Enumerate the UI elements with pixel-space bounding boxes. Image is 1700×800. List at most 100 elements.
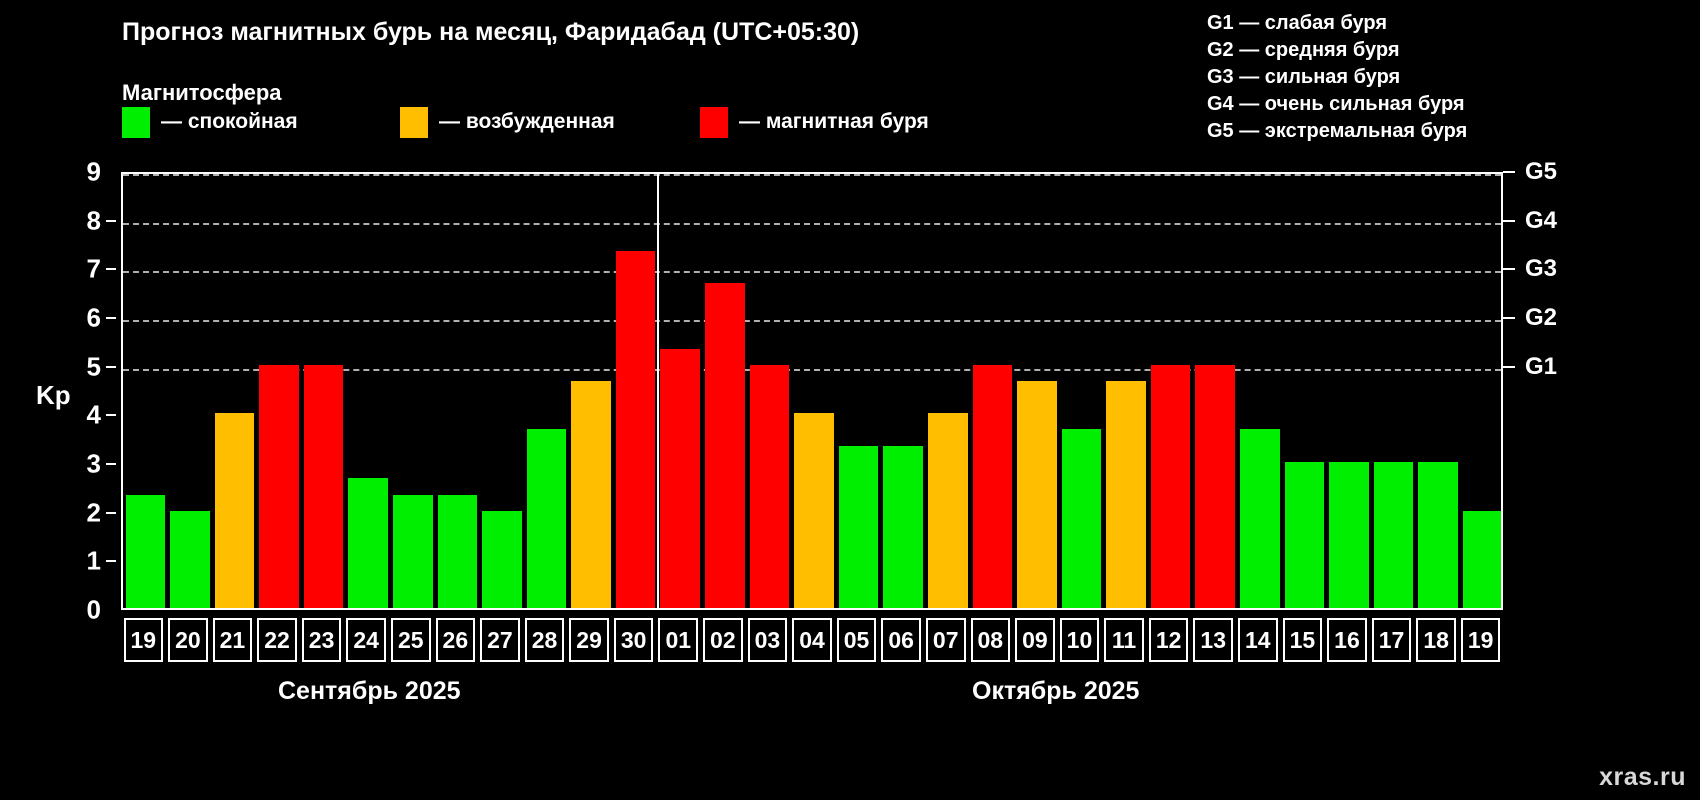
bar-day-17 (1373, 462, 1414, 608)
legend-label-storm: — магнитная буря (739, 110, 929, 133)
legend-entry-calm: — спокойная (122, 106, 298, 138)
y-axis-left: 0 1 2 3 4 5 6 7 8 9 (55, 157, 116, 625)
bar-day-16 (1329, 462, 1369, 608)
y-tick-mark-1 (106, 560, 116, 563)
x-axis-day-labels: 19 20 21 22 23 24 25 26 27 28 29 30 01 02 03 04 05 06 07 08… (121, 618, 1503, 662)
gridline-6 (123, 320, 1501, 322)
bar-day-06 (883, 445, 923, 608)
bar-day-13 (1195, 364, 1235, 608)
day-label-15: 04 (792, 618, 832, 662)
watermark: xras.ru (1599, 763, 1686, 791)
day-label-24: 13 (1193, 618, 1233, 662)
bar-day-05 (838, 445, 879, 608)
day-label-16: 05 (836, 618, 877, 662)
bar-day-12 (1150, 364, 1191, 608)
day-label-14: 03 (747, 618, 788, 662)
y-tick-mark-8 (106, 219, 116, 222)
day-label-30: 19 (1460, 618, 1501, 662)
day-label-2: 21 (212, 618, 253, 662)
bar-day-10 (1061, 429, 1102, 608)
day-label-29: 18 (1416, 618, 1456, 662)
bar-day-02 (705, 283, 745, 608)
y-tick-mark-7 (106, 268, 116, 271)
bar-day-18 (1418, 462, 1458, 608)
bar-day-22 (259, 364, 299, 608)
day-label-6: 25 (390, 618, 431, 662)
y-tick-mark-3 (106, 463, 116, 465)
g-tick-mark-G3 (1503, 268, 1515, 271)
y-tick-mark-6 (106, 317, 116, 319)
y-tick-label-3: 3 (86, 448, 101, 479)
bar-day-04 (794, 413, 834, 608)
bar-day-09 (1017, 380, 1057, 608)
day-label-13: 02 (703, 618, 743, 662)
g-axis-label-G5: G5 (1525, 158, 1558, 185)
legend-label-calm: — спокойная (161, 110, 298, 133)
day-label-11: 30 (613, 618, 654, 662)
month-divider (656, 174, 659, 608)
bar-day-14 (1240, 429, 1280, 608)
bar-day-25 (392, 494, 433, 608)
y-tick-mark-4 (106, 414, 116, 417)
day-label-10: 29 (569, 618, 609, 662)
bar-day-19 (1462, 510, 1501, 608)
gridline-5 (123, 368, 1501, 371)
bar-day-03 (749, 364, 790, 608)
y-tick-label-0: 0 (86, 594, 101, 625)
g-tick-mark-G1 (1503, 365, 1515, 368)
y-axis-title: Kp (36, 380, 71, 410)
bar-day-26 (437, 494, 478, 608)
g-axis-label-G4: G4 (1525, 206, 1558, 234)
gscale-row-4: G4 — очень сильная буря (1207, 93, 1465, 115)
bar-day-07 (927, 413, 968, 608)
g-axis-label-G3: G3 (1525, 255, 1558, 283)
bar-day-15 (1284, 462, 1325, 608)
gscale-legend: G1 — слабая буря G2 — средняя буря G3 — си… (1207, 10, 1467, 145)
legend-heading: Магнитосфера (122, 80, 282, 105)
bar-day-21 (214, 413, 255, 608)
legend-swatch-storm (700, 106, 728, 138)
bar-day-20 (170, 510, 210, 608)
y-tick-label-2: 2 (86, 497, 101, 528)
y-tick-mark-2 (106, 511, 116, 514)
g-axis-label-G2: G2 (1525, 304, 1558, 331)
day-label-9: 28 (524, 618, 565, 662)
day-label-0: 19 (123, 618, 164, 662)
g-tick-mark-G5 (1503, 171, 1515, 173)
bar-day-29 (571, 380, 611, 608)
day-label-4: 23 (301, 618, 342, 662)
bar-day-30 (615, 251, 656, 608)
bar-day-28 (526, 429, 567, 608)
gridline-7 (123, 271, 1501, 274)
y-tick-label-9: 9 (86, 156, 101, 187)
day-label-21: 10 (1059, 618, 1100, 662)
y-tick-label-1: 1 (86, 545, 101, 576)
gscale-row-5: G5 — экстремальная буря (1207, 120, 1468, 142)
day-label-1: 20 (168, 618, 208, 662)
day-label-20: 09 (1015, 618, 1055, 662)
legend-entry-unsettled: — возбужденная (400, 106, 615, 138)
g-axis-label-G1: G1 (1525, 352, 1558, 380)
y-tick-label-4: 4 (86, 399, 101, 430)
bars-layer (123, 174, 1501, 608)
day-label-3: 22 (257, 618, 297, 662)
day-label-18: 07 (925, 618, 966, 662)
gscale-row-1: G1 — слабая буря (1207, 12, 1388, 34)
gscale-row-3: G3 — сильная буря (1207, 66, 1401, 88)
g-tick-mark-G4 (1503, 219, 1515, 222)
gridline-9 (123, 174, 1501, 176)
day-label-5: 24 (346, 618, 386, 662)
legend-label-unsettled: — возбужденная (439, 110, 615, 133)
day-label-12: 01 (658, 618, 699, 662)
g-tick-mark-G2 (1503, 317, 1515, 319)
day-label-8: 27 (480, 618, 520, 662)
legend-swatch-calm (122, 106, 150, 138)
bar-day-11 (1106, 380, 1146, 608)
bar-day-24 (348, 478, 388, 608)
month-label-september: Сентябрь 2025 (278, 677, 461, 705)
bar-day-19 (125, 494, 166, 608)
gridline-8 (123, 222, 1501, 225)
legend-entry-storm: — магнитная буря (700, 106, 929, 138)
y-tick-label-6: 6 (86, 302, 101, 333)
gscale-row-2: G2 — средняя буря (1207, 39, 1400, 61)
